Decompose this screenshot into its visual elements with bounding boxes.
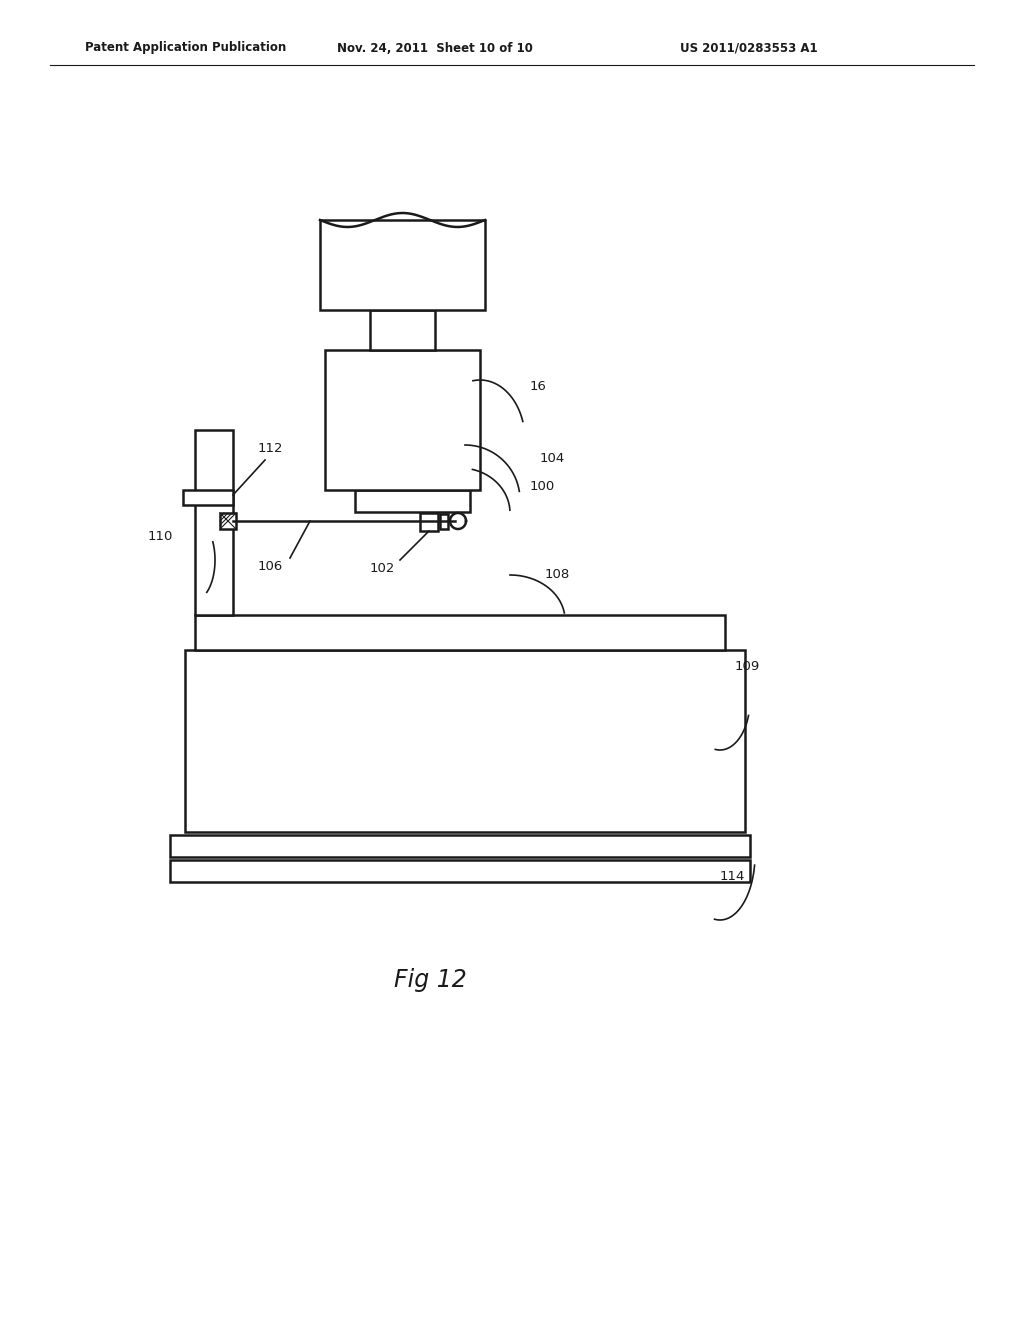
Bar (325, 350, 480, 490)
Bar (183, 490, 233, 506)
Text: 106: 106 (258, 560, 284, 573)
Text: 112: 112 (258, 442, 284, 455)
Bar (170, 861, 750, 882)
Bar (185, 649, 745, 832)
Text: Fig 12: Fig 12 (393, 968, 466, 993)
Bar (220, 513, 236, 529)
Bar (319, 220, 485, 310)
Bar (370, 310, 435, 350)
Text: 108: 108 (545, 568, 570, 581)
Bar (420, 513, 438, 531)
Text: 104: 104 (540, 451, 565, 465)
Text: 110: 110 (148, 531, 173, 543)
Bar (170, 836, 750, 857)
Bar (440, 513, 449, 529)
Text: 16: 16 (530, 380, 547, 393)
Text: Patent Application Publication: Patent Application Publication (85, 41, 287, 54)
Bar (195, 615, 725, 649)
Text: Nov. 24, 2011  Sheet 10 of 10: Nov. 24, 2011 Sheet 10 of 10 (337, 41, 532, 54)
Bar (355, 490, 470, 512)
Text: 100: 100 (530, 480, 555, 492)
Text: 114: 114 (720, 870, 745, 883)
Text: 102: 102 (370, 562, 395, 576)
Text: 109: 109 (735, 660, 760, 673)
Text: US 2011/0283553 A1: US 2011/0283553 A1 (680, 41, 817, 54)
Bar (195, 430, 233, 615)
